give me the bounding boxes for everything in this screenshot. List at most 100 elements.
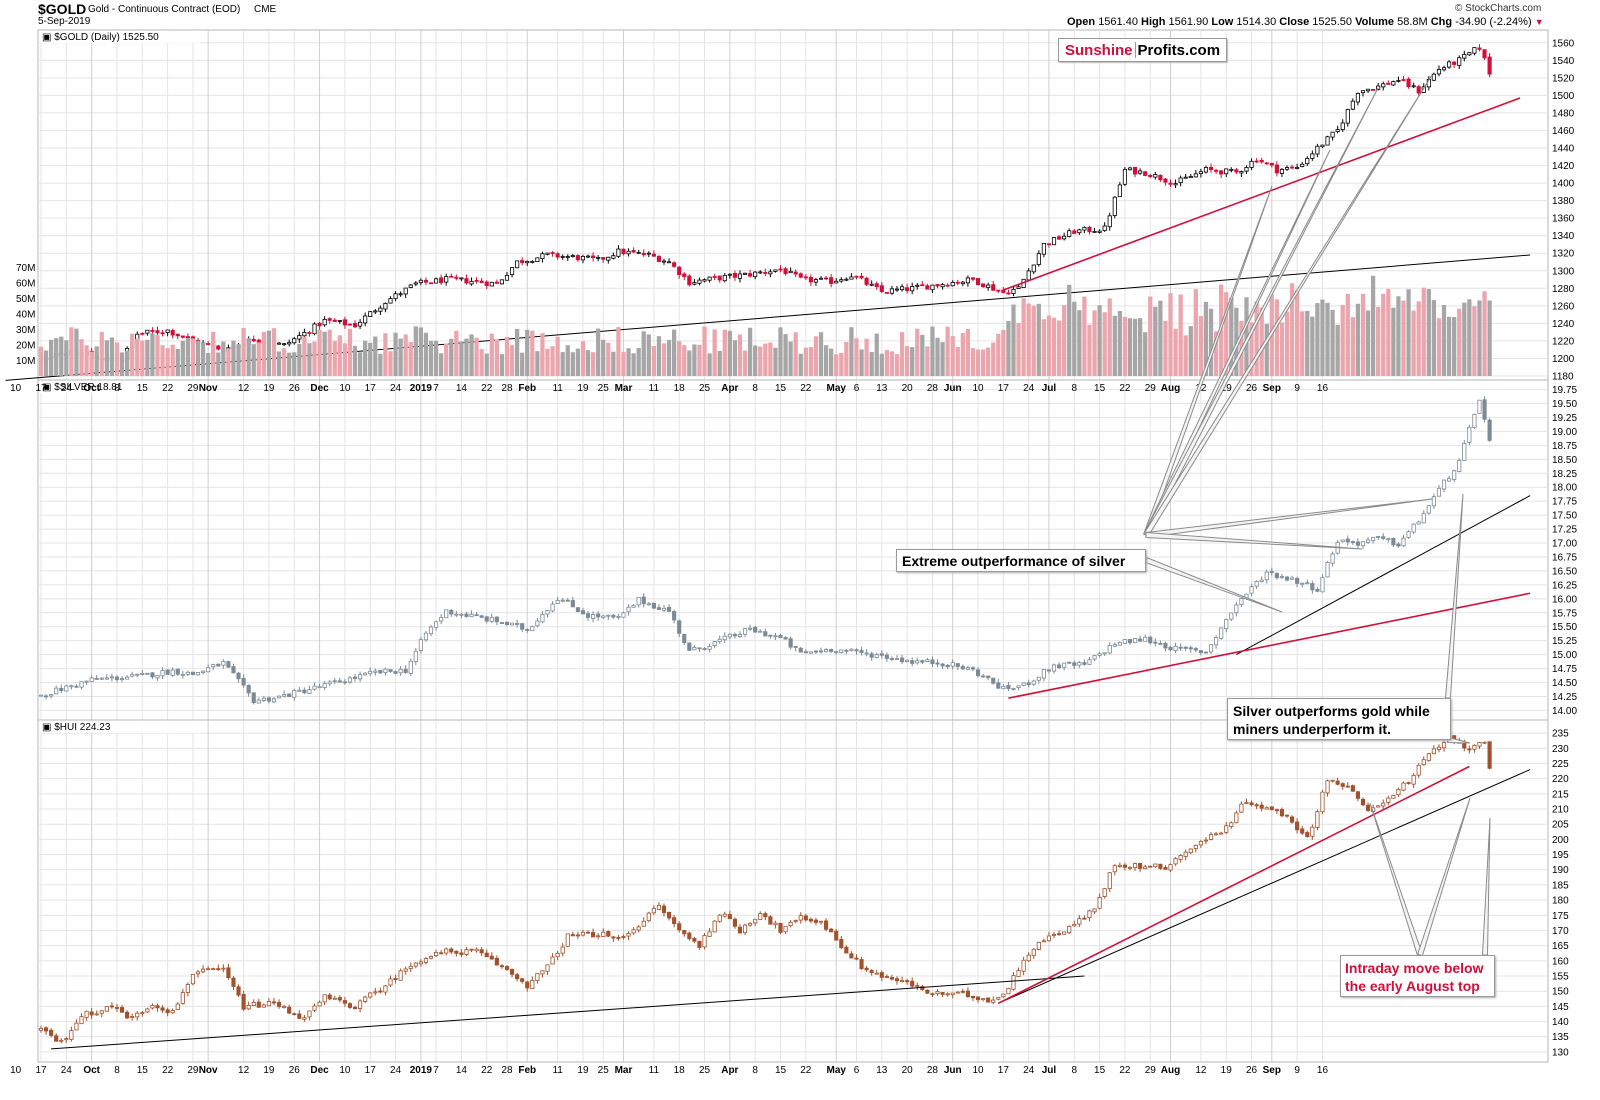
hui-candle-body — [753, 918, 758, 924]
gold-candle-body — [555, 253, 560, 258]
silver-candle-body — [1122, 639, 1127, 644]
hui-xtick-label: 16 — [1317, 1065, 1329, 1076]
gold-xtick-label: 17 — [998, 383, 1010, 394]
volume-bar — [1360, 293, 1366, 376]
hui-candle-body — [1482, 741, 1487, 744]
hui-candle-body — [616, 937, 621, 939]
hui-candle-body — [271, 1001, 277, 1004]
hui-candle-body — [307, 1010, 312, 1018]
volume-bar — [930, 326, 935, 376]
gold-candle-body — [1320, 144, 1325, 148]
silver-candle-body — [145, 672, 150, 675]
gold-candle-body — [1264, 162, 1269, 165]
hui-candle-body — [829, 928, 834, 933]
volume-bar — [114, 342, 120, 376]
gold-candle-body — [742, 272, 748, 275]
gold-xtick-label: 11 — [552, 383, 563, 394]
gold-xtick-label: 22 — [481, 383, 493, 394]
hui-ytick-label: 165 — [1552, 941, 1569, 952]
gold-candle-body — [342, 319, 347, 326]
volume-bar — [1092, 310, 1097, 376]
volume-bar — [722, 329, 727, 376]
hui-candle-body — [479, 949, 484, 954]
silver-candle-body — [707, 646, 712, 650]
silver-candle-body — [1143, 636, 1148, 642]
silver-candle-body — [540, 614, 545, 623]
silver-ytick-label: 16.75 — [1552, 552, 1577, 563]
volume-bar — [1077, 310, 1082, 376]
volume-bar — [1482, 291, 1487, 376]
silver-candle-body — [656, 607, 662, 610]
gold-ytick-label: 1540 — [1552, 56, 1575, 67]
silver-candle-body — [940, 663, 945, 667]
gold-xtick-label: Jun — [944, 383, 962, 394]
silver-candle-body — [839, 649, 844, 653]
volume-bar — [879, 353, 884, 376]
silver-candle-body — [292, 689, 297, 698]
silver-candle-body — [332, 680, 337, 683]
down-arrow-icon: ▼ — [1534, 17, 1544, 27]
hui-ytick-label: 180 — [1552, 896, 1569, 907]
gold-candle-body — [1214, 169, 1219, 172]
volume-bar — [712, 329, 717, 376]
gold-candle-body — [1310, 153, 1315, 159]
silver-ytick-label: 19.75 — [1552, 385, 1577, 396]
gold-panel-title: ▣ $GOLD (Daily) 1525.50 — [42, 32, 159, 43]
volume-bar — [1244, 297, 1249, 376]
gold-candle-body — [484, 281, 489, 286]
hui-candle-body — [125, 1011, 130, 1019]
hui-candle-body — [981, 998, 986, 1000]
silver-candle-body — [646, 603, 651, 606]
gold-candle-body — [661, 260, 667, 263]
gold-candle-body — [550, 252, 555, 254]
hui-xtick-label: 15 — [1094, 1065, 1106, 1076]
gold-candle-body — [1011, 288, 1016, 294]
volume-bar — [236, 344, 241, 376]
volume-bar — [231, 340, 236, 376]
hui-candle-body — [1264, 807, 1269, 810]
volume-bar — [165, 348, 170, 376]
volume-bar — [408, 342, 413, 376]
gold-candle-body — [859, 275, 864, 279]
silver-candle-body — [175, 668, 180, 675]
silver-candle-body — [879, 653, 884, 656]
hui-candle-body — [1320, 791, 1325, 813]
gold-candle-body — [899, 286, 905, 291]
hui-candle-body — [418, 961, 423, 965]
gold-candle-body — [1208, 166, 1214, 171]
volume-bar — [773, 347, 778, 376]
pointer-wedge — [1145, 531, 1363, 550]
hui-candle-body — [591, 932, 596, 938]
hui-xtick-label: 8 — [1071, 1065, 1077, 1076]
hui-candle-body — [1295, 821, 1300, 831]
volume-bar — [545, 348, 550, 376]
gold-candle-body — [140, 332, 145, 335]
silver-candle-body — [170, 669, 175, 676]
silver-candle-body — [383, 668, 388, 673]
gold-candle-body — [824, 277, 829, 280]
silver-candle-body — [69, 685, 74, 688]
silver-candle-body — [555, 600, 560, 605]
gold-candle-body — [337, 320, 342, 322]
hui-candle-body — [585, 931, 591, 934]
volume-bar — [494, 339, 499, 376]
gold-candle-body — [434, 278, 439, 284]
silver-candle-body — [844, 649, 849, 652]
volume-bar — [1249, 322, 1254, 376]
volume-bar — [991, 342, 996, 376]
gold-candle-body — [1365, 88, 1371, 92]
hui-candle-body — [1386, 797, 1391, 803]
volume-bar — [1279, 322, 1285, 376]
silver-candle-body — [1365, 539, 1371, 543]
hui-candle-body — [960, 991, 965, 993]
volume-label: Volume — [1355, 16, 1395, 28]
volume-bar — [423, 332, 429, 376]
hui-candle-body — [231, 977, 236, 987]
hui-candle-body — [991, 999, 996, 1003]
volume-bar — [1117, 310, 1122, 376]
silver-candle-body — [150, 672, 155, 678]
volume-bar — [479, 349, 484, 376]
volume-bar — [211, 331, 216, 376]
hui-ytick-label: 170 — [1552, 926, 1569, 937]
hui-candle-body — [641, 920, 646, 927]
